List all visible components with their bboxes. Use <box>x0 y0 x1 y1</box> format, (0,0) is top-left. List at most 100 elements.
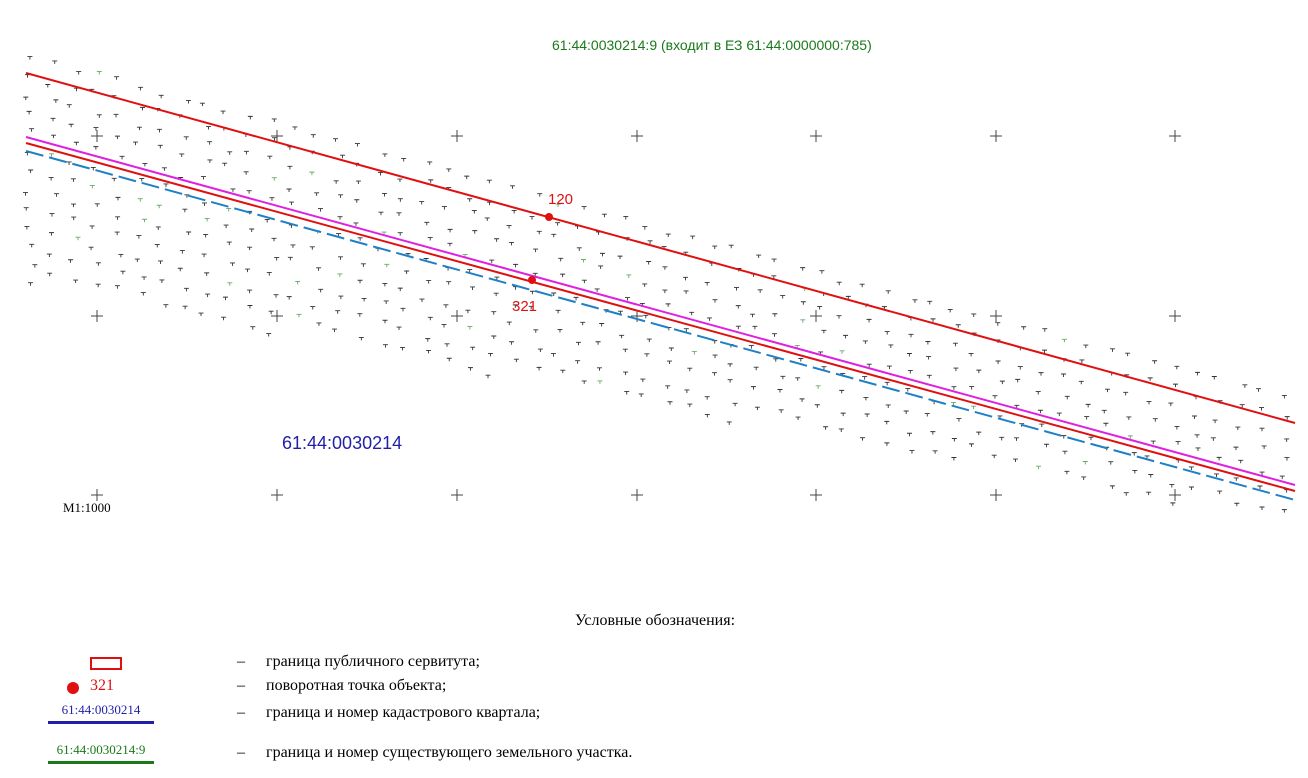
terrain-mark <box>1105 388 1111 393</box>
terrain-mark <box>446 168 452 172</box>
terrain-mark <box>1148 474 1154 478</box>
terrain-mark <box>340 154 345 159</box>
terrain-mark <box>75 236 81 241</box>
terrain-mark <box>163 183 169 187</box>
terrain-mark <box>644 353 650 357</box>
terrain-mark <box>28 169 34 173</box>
terrain-mark <box>780 375 786 380</box>
terrain-mark <box>623 371 629 376</box>
terrain-mark <box>555 203 561 208</box>
terrain-mark <box>647 240 653 244</box>
terrain-mark <box>771 333 777 337</box>
terrain-mark <box>683 276 689 281</box>
terrain-mark <box>691 351 697 355</box>
terrain-mark <box>200 176 206 180</box>
turning-point-120 <box>545 213 553 221</box>
terrain-mark <box>158 94 164 99</box>
terrain-mark <box>68 123 74 128</box>
terrain-mark <box>581 279 587 284</box>
terrain-mark <box>382 282 388 287</box>
terrain-mark <box>111 177 117 182</box>
legend-item-quarter: 61:44:0030214 – граница и номер кадастро… <box>0 702 1308 728</box>
legend-text: граница и номер кадастрового квартала; <box>266 704 541 721</box>
terrain-mark <box>863 396 869 401</box>
terrain-mark <box>529 290 535 295</box>
terrain-mark <box>951 438 957 442</box>
terrain-mark <box>493 292 499 297</box>
terrain-mark <box>199 102 205 107</box>
terrain-mark <box>378 211 384 216</box>
terrain-mark <box>272 137 278 141</box>
terrain-mark <box>885 290 891 294</box>
terrain-mark <box>601 213 607 218</box>
terrain-mark <box>96 71 102 75</box>
terrain-mark <box>622 348 628 353</box>
terrain-mark <box>335 310 341 314</box>
terrain-mark <box>839 350 845 354</box>
legend-dash: – <box>237 653 245 670</box>
terrain-mark <box>1259 506 1265 510</box>
terrain-mark <box>23 96 29 101</box>
terrain-mark <box>971 313 977 317</box>
terrain-mark <box>840 412 846 417</box>
terrain-mark <box>1036 465 1042 470</box>
terrain-mark <box>470 346 476 351</box>
terrain-mark <box>1127 435 1133 439</box>
terrain-mark <box>29 128 35 132</box>
terrain-mark <box>1042 349 1048 354</box>
terrain-mark <box>1217 490 1223 495</box>
terrain-mark <box>1109 485 1115 489</box>
terrain-mark <box>198 312 204 317</box>
terrain-mark <box>704 282 710 286</box>
terrain-mark <box>397 198 403 202</box>
terrain-mark <box>754 406 760 411</box>
terrain-mark <box>425 338 431 342</box>
terrain-mark <box>204 272 210 276</box>
terrain-mark <box>1042 328 1048 332</box>
terrain-mark <box>646 261 652 265</box>
terrain-mark <box>581 380 587 384</box>
terrain-mark <box>357 279 363 284</box>
terrain-mark <box>560 369 566 374</box>
terrain-mark <box>26 110 32 115</box>
terrain-mark <box>646 338 652 343</box>
terrain-mark <box>73 279 79 284</box>
terrain-mark <box>624 391 630 395</box>
terrain-mark <box>752 325 758 330</box>
terrain-mark <box>726 421 732 425</box>
terrain-mark <box>271 237 277 242</box>
terrain-mark <box>155 226 161 230</box>
legend-text: граница и номер существующего земельного… <box>266 744 633 761</box>
terrain-mark <box>712 299 718 303</box>
terrain-mark <box>382 153 388 157</box>
terrain-mark <box>951 401 957 406</box>
terrain-mark <box>1084 416 1090 420</box>
terrain-mark <box>287 256 293 261</box>
terrain-mark <box>995 360 1001 365</box>
terrain-mark <box>513 358 519 363</box>
grid-cross <box>810 310 822 322</box>
terrain-mark <box>486 179 492 184</box>
terrain-mark <box>286 188 292 192</box>
terrain-mark <box>1088 436 1094 441</box>
terrain-mark <box>1021 326 1027 330</box>
terrain-mark <box>508 241 514 246</box>
terrain-mark <box>643 314 649 319</box>
terrain-mark <box>748 345 754 349</box>
terrain-mark <box>137 198 143 202</box>
terrain-mark <box>537 348 543 353</box>
terrain-mark <box>360 263 366 267</box>
terrain-mark <box>906 432 912 437</box>
terrain-mark <box>821 366 827 370</box>
terrain-mark <box>704 413 710 418</box>
terrain-mark <box>161 167 167 171</box>
terrain-mark <box>866 363 872 368</box>
terrain-mark <box>735 305 741 309</box>
terrain-mark <box>243 171 249 175</box>
terrain-mark <box>1188 486 1194 491</box>
terrain-mark <box>1233 446 1239 451</box>
terrain-mark <box>513 263 519 268</box>
terrain-mark <box>141 276 147 280</box>
terrain-mark <box>400 346 406 351</box>
terrain-mark <box>140 106 146 111</box>
